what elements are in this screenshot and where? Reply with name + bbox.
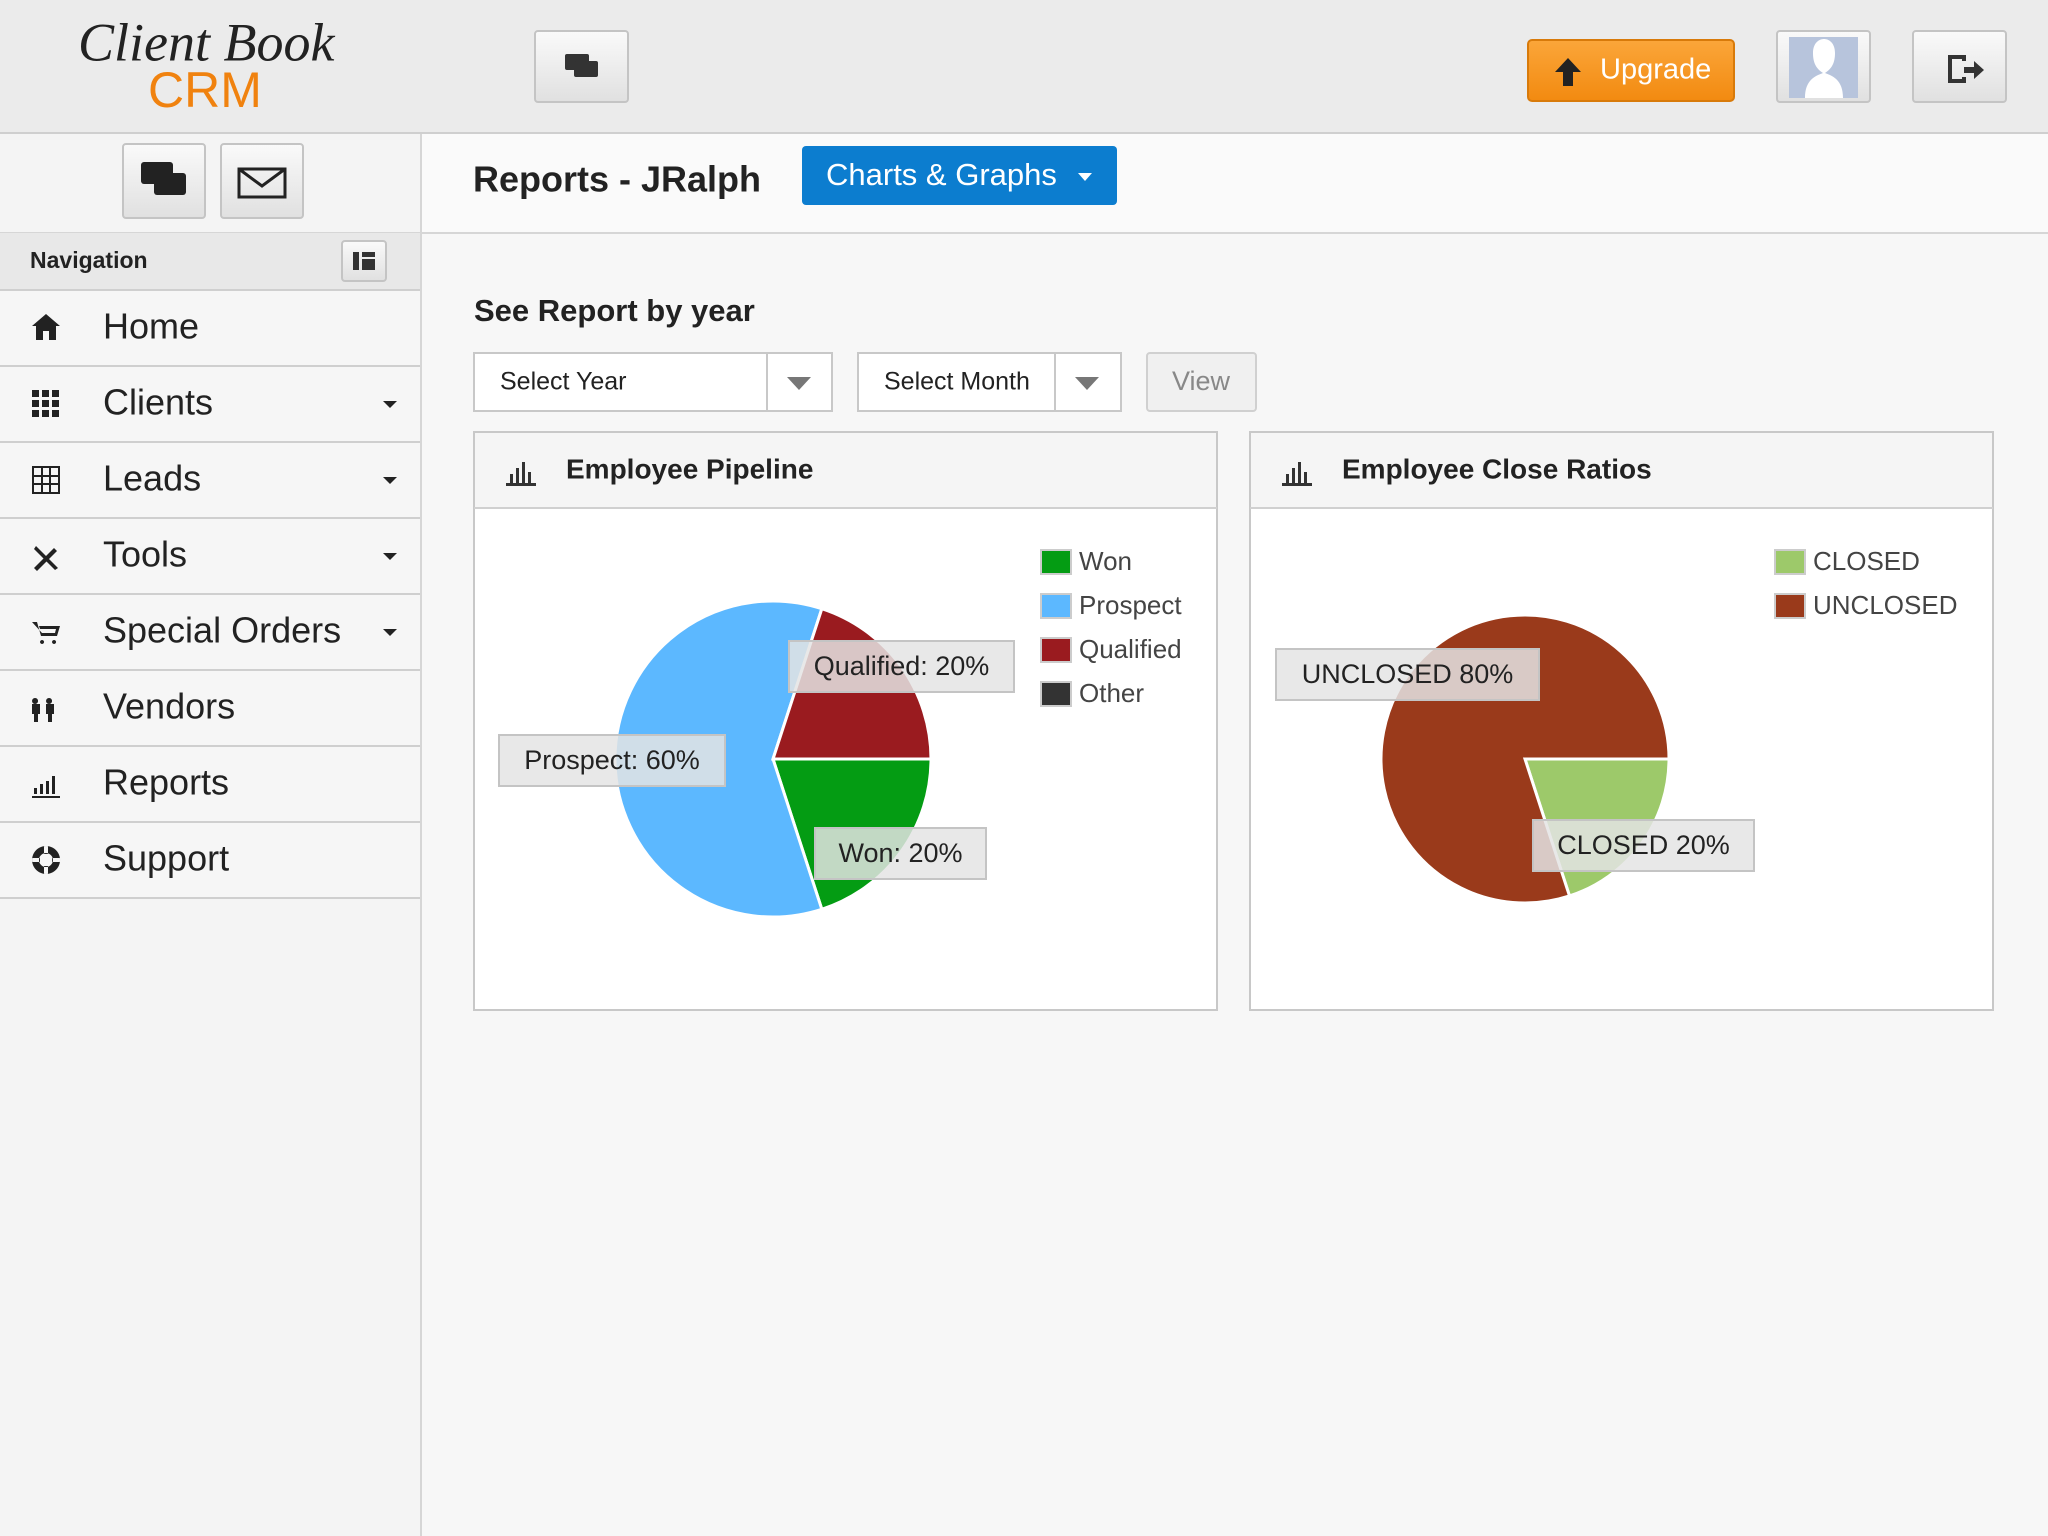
collapse-icon xyxy=(353,252,375,270)
chart-title: Employee Pipeline xyxy=(566,453,813,484)
nav-label: Reports xyxy=(103,762,229,803)
mail-icon xyxy=(237,167,287,199)
year-select[interactable] xyxy=(473,352,833,412)
data-label: UNCLOSED 80% xyxy=(1302,659,1514,689)
avatar-silhouette xyxy=(1805,39,1843,98)
nav-item[interactable] xyxy=(0,367,420,441)
data-label: CLOSED 20% xyxy=(1557,830,1730,860)
legend-label: Other xyxy=(1079,678,1144,708)
nav-label: Vendors xyxy=(103,686,235,727)
upgrade-label: Upgrade xyxy=(1600,54,1711,86)
legend-label: CLOSED xyxy=(1813,546,1920,576)
legend-swatch xyxy=(1040,549,1072,575)
legend-label: Won xyxy=(1079,546,1132,576)
data-label: Won: 20% xyxy=(838,838,962,868)
nav-icon xyxy=(32,698,54,722)
legend-label: Qualified xyxy=(1079,634,1182,664)
nav-item[interactable] xyxy=(0,595,420,669)
nav-item[interactable] xyxy=(0,747,420,821)
nav-icon xyxy=(32,314,60,340)
caret xyxy=(1078,173,1092,181)
data-label-box xyxy=(788,640,1015,693)
data-label-box xyxy=(1275,648,1540,701)
panel-header xyxy=(1251,433,1992,508)
month-select-label: Select Month xyxy=(884,368,1030,396)
legend-swatch xyxy=(1040,593,1072,619)
view-button[interactable] xyxy=(1146,352,1257,412)
charts-menu-label: Charts & Graphs xyxy=(826,157,1057,192)
month-select[interactable] xyxy=(857,352,1122,412)
legend-label: UNCLOSED xyxy=(1813,590,1957,620)
caret xyxy=(383,629,397,636)
caret xyxy=(383,553,397,560)
nav-item[interactable] xyxy=(0,823,420,897)
chart-icon xyxy=(1282,462,1312,486)
chat-icon xyxy=(565,54,598,77)
logout-button[interactable] xyxy=(1912,30,2007,103)
legend-swatch xyxy=(1774,593,1806,619)
nav-label: Support xyxy=(103,838,229,879)
nav-icon xyxy=(32,622,60,644)
legend-swatch xyxy=(1040,681,1072,707)
nav-label: Special Orders xyxy=(103,610,341,651)
caret xyxy=(787,377,811,390)
legend-swatch xyxy=(1040,637,1072,663)
chat-icon xyxy=(141,162,186,195)
caret xyxy=(383,477,397,484)
nav-title: Navigation xyxy=(30,247,148,273)
caret xyxy=(383,401,397,408)
caret xyxy=(1075,377,1099,390)
year-select-label: Select Year xyxy=(500,368,627,396)
data-label-box xyxy=(814,827,987,880)
chart-title: Employee Close Ratios xyxy=(1342,453,1652,484)
view-label: View xyxy=(1172,366,1231,396)
section-title: See Report by year xyxy=(474,293,755,328)
page-header xyxy=(422,134,2048,232)
nav-label: Clients xyxy=(103,382,213,423)
data-label-box xyxy=(1532,819,1755,872)
logout-icon xyxy=(1948,55,1984,83)
legend-swatch xyxy=(1774,549,1806,575)
mail-button[interactable] xyxy=(220,143,304,219)
logo: CRM xyxy=(148,62,262,118)
nav-label: Tools xyxy=(103,534,187,575)
data-label-box xyxy=(498,734,726,787)
nav-icon xyxy=(32,390,59,417)
panel-header xyxy=(475,433,1216,508)
upgrade-button[interactable] xyxy=(1527,39,1735,102)
nav-icon xyxy=(32,776,60,798)
logo: Client Book xyxy=(78,12,335,72)
nav-label: Leads xyxy=(103,458,201,499)
charts-menu-button[interactable] xyxy=(802,146,1117,205)
chart-icon xyxy=(506,462,536,486)
nav-item[interactable] xyxy=(0,519,420,593)
nav-icon xyxy=(34,546,58,571)
page-title: Reports - JRalph xyxy=(473,159,761,200)
data-label: Qualified: 20% xyxy=(814,651,990,681)
nav-item[interactable] xyxy=(0,291,420,365)
nav-item[interactable] xyxy=(0,671,420,745)
nav-icon xyxy=(32,846,61,874)
data-label: Prospect: 60% xyxy=(524,745,700,775)
nav-item[interactable] xyxy=(0,443,420,517)
legend-label: Prospect xyxy=(1079,590,1182,620)
nav-label: Home xyxy=(103,306,199,347)
upgrade-icon xyxy=(1555,58,1581,86)
